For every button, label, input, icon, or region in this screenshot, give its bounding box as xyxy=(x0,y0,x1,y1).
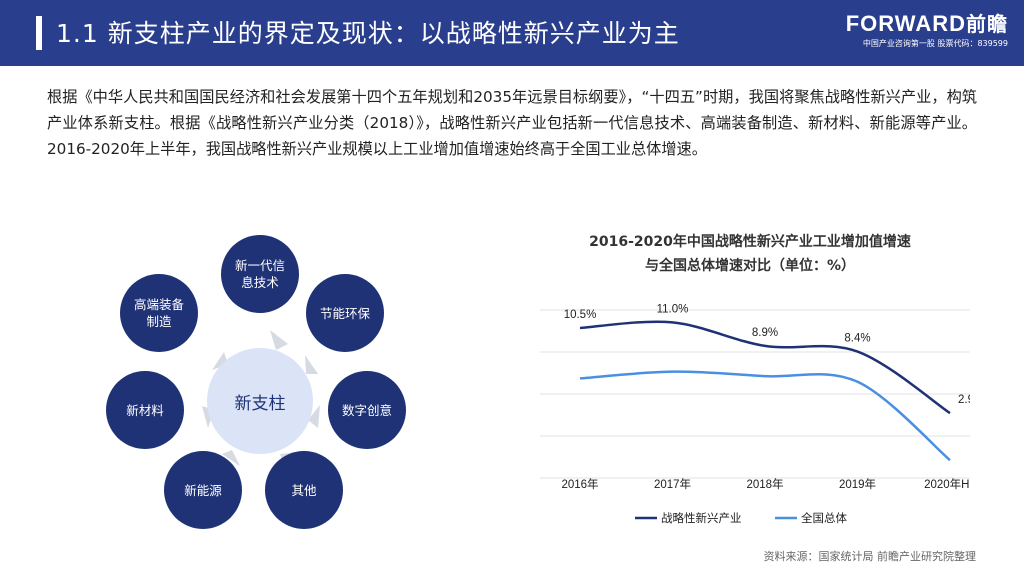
intro-paragraph: 根据《中华人民共和国国民经济和社会发展第十四个五年规划和2035年远景目标纲要》… xyxy=(47,88,977,158)
logo-en: FORWARD xyxy=(845,11,966,36)
logo-subtitle: 中国产业咨询第一股 股票代码：839599 xyxy=(862,39,1008,48)
logo-cn: 前瞻 xyxy=(966,12,1008,36)
legend-label-0: 战略性新兴产业 xyxy=(661,511,742,525)
legend-label-1: 全国总体 xyxy=(801,511,847,525)
forward-logo: FORWARD前瞻 中国产业咨询第一股 股票代码：839599 xyxy=(846,12,1008,49)
source-note: 资料来源：国家统计局 前瞻产业研究院整理 xyxy=(763,550,977,563)
node-high-end-equipment: 高端装备 制造 xyxy=(120,274,198,352)
x-tick-label: 2017年 xyxy=(654,477,691,491)
data-label: 2.9% xyxy=(958,394,970,406)
data-label: 8.4% xyxy=(844,333,870,345)
x-tick-label: 2016年 xyxy=(561,477,598,491)
pillar-diagram: 新支柱 新一代信 息技术 节能环保 数字创意 其他 新能源 新材料 高端装备 制造 xyxy=(100,235,420,570)
arrow-1 xyxy=(270,330,288,350)
node-new-materials: 新材料 xyxy=(106,371,184,449)
header-bar: 1.1 新支柱产业的界定及现状：以战略性新兴产业为主 FORWARD前瞻 中国产… xyxy=(0,0,1024,66)
chart-title-line1: 2016-2020年中国战略性新兴产业工业增加值增速 xyxy=(589,234,911,250)
series-line-1 xyxy=(579,370,951,462)
node-new-energy: 新能源 xyxy=(164,451,242,529)
page-title: 1.1 新支柱产业的界定及现状：以战略性新兴产业为主 xyxy=(56,19,680,48)
node-next-gen-it: 新一代信 息技术 xyxy=(221,235,299,313)
chart-title-line2: 与全国总体增速对比（单位：%） xyxy=(644,258,856,274)
node-energy-saving: 节能环保 xyxy=(306,274,384,352)
arrow-5 xyxy=(222,450,240,466)
data-label: 11.0% xyxy=(657,303,689,315)
chart-title: 2016-2020年中国战略性新兴产业工业增加值增速 与全国总体增速对比（单位：… xyxy=(540,230,960,278)
center-node: 新支柱 xyxy=(207,348,313,454)
arrow-3 xyxy=(308,405,320,428)
x-tick-label: 2018年 xyxy=(746,477,783,491)
title-accent-bar xyxy=(36,16,42,50)
node-digital-creative: 数字创意 xyxy=(328,371,406,449)
data-label: 8.9% xyxy=(752,327,778,339)
x-tick-label: 2019年 xyxy=(839,477,876,491)
series-line-0 xyxy=(579,320,951,415)
node-others: 其他 xyxy=(265,451,343,529)
data-label: 10.5% xyxy=(564,309,597,321)
arrow-2 xyxy=(305,355,318,374)
